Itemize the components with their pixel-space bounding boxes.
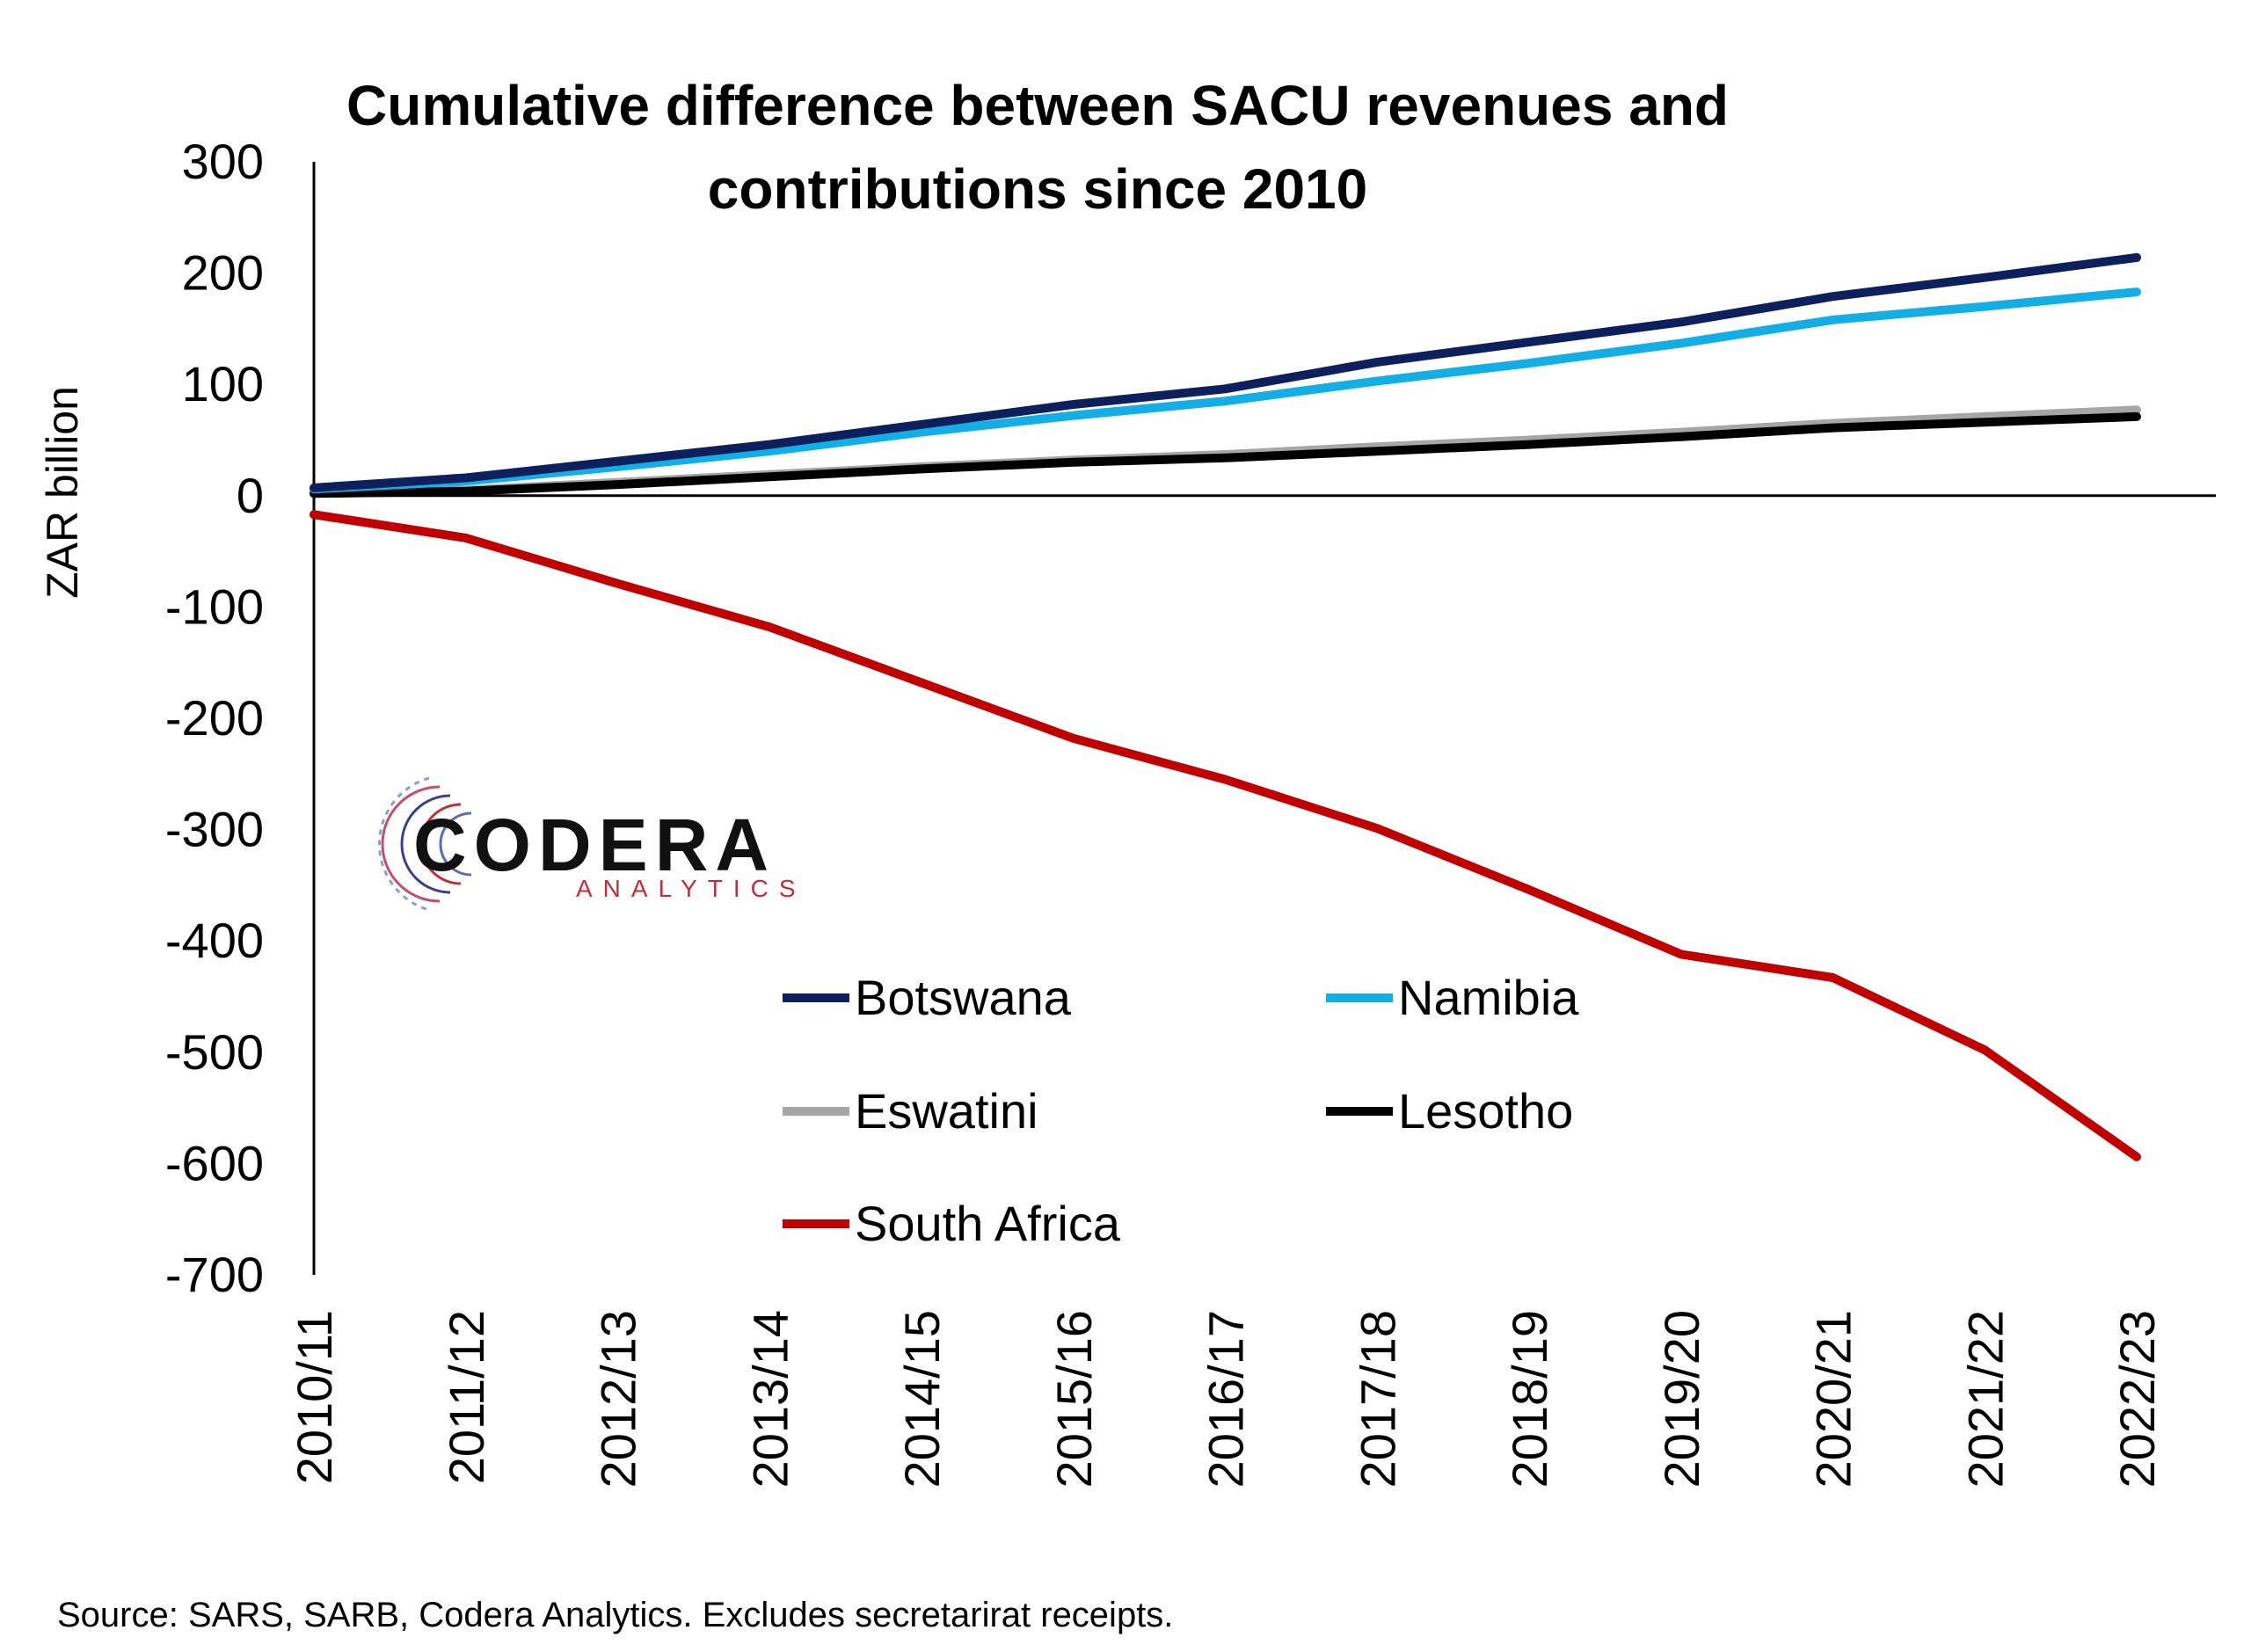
legend-label-namibia: Namibia (1398, 970, 1579, 1025)
x-tick-label: 2011/12 (439, 1310, 494, 1484)
x-tick-label: 2012/13 (591, 1310, 646, 1488)
y-ticks: 300 200 100 0 -100 -200 -300 -400 -500 -600 -700 (165, 134, 264, 1302)
codera-logo-mark-icon (377, 776, 472, 912)
codera-logo: CODERA ANALYTICS (377, 776, 806, 912)
series-line-south-africa (310, 510, 2141, 1161)
codera-logo-subtext: ANALYTICS (576, 875, 806, 902)
codera-logo-text: CODERA (413, 804, 776, 886)
source-note: Source: SARS, SARB, Codera Analytics. Ex… (57, 1596, 1173, 1634)
chart-title-line-2: contributions since 2010 (708, 157, 1367, 221)
x-tick-label: 2017/18 (1350, 1310, 1405, 1488)
y-tick-label: 0 (237, 468, 264, 523)
y-tick-label: -400 (165, 913, 264, 968)
legend-label-south-africa: South Africa (855, 1196, 1121, 1251)
x-tick-label: 2021/22 (1957, 1310, 2013, 1488)
y-tick-label: -100 (165, 579, 264, 634)
series-line-botswana (310, 252, 2141, 492)
chart-title-line-1: Cumulative difference between SACU reven… (346, 74, 1729, 137)
x-tick-label: 2019/20 (1654, 1310, 1709, 1488)
y-tick-label: 100 (182, 356, 264, 411)
x-tick-label: 2018/19 (1502, 1310, 1557, 1488)
x-tick-label: 2020/21 (1806, 1310, 1861, 1488)
y-axis-label: ZAR billion (38, 386, 87, 599)
series-lines (310, 252, 2141, 1161)
x-tick-label: 2010/11 (287, 1310, 342, 1484)
x-ticks: 2010/11 2011/12 2012/13 2013/14 2014/15 2015/… (287, 1310, 2165, 1488)
legend-label-botswana: Botswana (855, 970, 1072, 1025)
series-line-lesotho (310, 411, 2141, 499)
y-tick-label: -700 (165, 1247, 264, 1302)
y-tick-label: 300 (182, 134, 264, 189)
legend-label-lesotho: Lesotho (1398, 1083, 1573, 1139)
y-tick-label: 200 (182, 245, 264, 301)
x-tick-label: 2015/16 (1046, 1310, 1102, 1488)
series-line-namibia (310, 287, 2141, 494)
y-tick-label: -500 (165, 1024, 264, 1080)
y-tick-label: -200 (165, 690, 264, 746)
x-tick-label: 2022/23 (2109, 1310, 2165, 1488)
y-tick-label: -300 (165, 802, 264, 857)
x-tick-label: 2016/17 (1198, 1310, 1254, 1488)
y-tick-label: -600 (165, 1135, 264, 1190)
x-tick-label: 2014/15 (894, 1310, 950, 1488)
x-tick-label: 2013/14 (742, 1310, 798, 1488)
legend: Botswana Namibia Eswatini Lesotho South … (783, 970, 1579, 1251)
legend-label-eswatini: Eswatini (855, 1083, 1038, 1139)
